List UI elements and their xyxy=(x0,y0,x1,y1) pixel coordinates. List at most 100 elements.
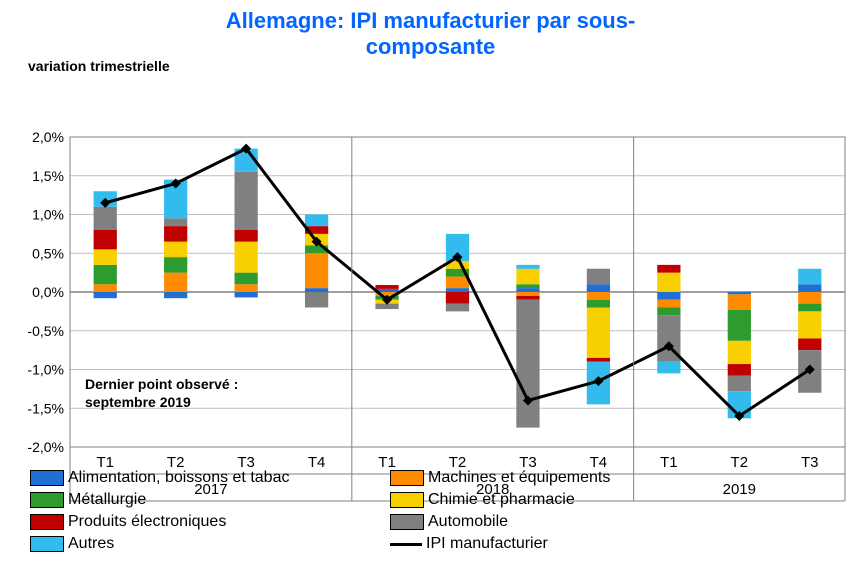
legend-line-swatch xyxy=(390,543,422,546)
y-axis-label: 0,0% xyxy=(32,284,64,300)
bar-segment-electroniques xyxy=(446,292,469,304)
chart-subtitle: variation trimestrielle xyxy=(28,58,170,74)
bar-segment-alimentation xyxy=(587,284,610,292)
bar-segment-chimie xyxy=(657,272,680,291)
bar-segment-chimie xyxy=(94,249,117,265)
bar-segment-machines xyxy=(94,284,117,292)
bar-segment-metallurgie xyxy=(587,300,610,308)
bar-segment-autres xyxy=(516,265,539,269)
legend-label: Métallurgie xyxy=(68,491,146,509)
y-axis-label: 0,5% xyxy=(32,245,64,261)
bar-segment-alimentation xyxy=(728,292,751,294)
bar-segment-autres xyxy=(305,214,328,226)
bar-segment-metallurgie xyxy=(798,303,821,311)
legend-item: Alimentation, boissons et tabac xyxy=(30,467,390,489)
bar-segment-electroniques xyxy=(375,285,398,289)
bar-segment-electroniques xyxy=(798,338,821,350)
bar-segment-electroniques xyxy=(164,226,187,242)
legend-item: Chimie et pharmacie xyxy=(390,489,750,511)
bar-segment-chimie xyxy=(164,241,187,257)
bar-segment-automobile xyxy=(235,172,258,230)
bar-segment-chimie xyxy=(728,341,751,364)
bar-segment-chimie xyxy=(798,311,821,338)
y-axis-label: -1,0% xyxy=(27,361,64,377)
legend-item: Autres xyxy=(30,533,390,555)
bar-segment-machines xyxy=(657,300,680,308)
legend-swatch xyxy=(390,470,424,486)
bar-segment-electroniques xyxy=(587,358,610,362)
bar-segment-machines xyxy=(446,276,469,288)
bar-segment-metallurgie xyxy=(516,284,539,288)
bar-segment-machines xyxy=(587,292,610,300)
legend-label: Automobile xyxy=(428,513,508,531)
legend-item: Machines et équipements xyxy=(390,467,750,489)
y-axis-label: -1,5% xyxy=(27,400,64,416)
chart-title: Allemagne: IPI manufacturier par sous- c… xyxy=(0,0,861,61)
bar-segment-automobile xyxy=(587,269,610,285)
bar-segment-automobile xyxy=(164,218,187,226)
bar-segment-machines xyxy=(305,253,328,288)
bar-segment-metallurgie xyxy=(164,257,187,273)
title-line-2: composante xyxy=(366,34,496,59)
y-axis-label: -2,0% xyxy=(27,439,64,455)
bar-segment-chimie xyxy=(516,269,539,285)
legend-swatch xyxy=(30,536,64,552)
chart-root: Allemagne: IPI manufacturier par sous- c… xyxy=(0,0,861,561)
bar-segment-alimentation xyxy=(446,288,469,292)
bar-segment-machines xyxy=(164,272,187,291)
legend-label: Chimie et pharmacie xyxy=(428,491,575,509)
annotation-line-1: Dernier point observé : xyxy=(85,376,238,392)
bar-segment-electroniques xyxy=(728,364,751,376)
legend-label: Alimentation, boissons et tabac xyxy=(68,469,289,487)
bar-segment-chimie xyxy=(235,241,258,272)
y-axis-label: -0,5% xyxy=(27,323,64,339)
y-axis-label: 1,5% xyxy=(32,168,64,184)
legend-item: Produits électroniques xyxy=(30,511,390,533)
legend-swatch xyxy=(30,514,64,530)
bar-segment-alimentation xyxy=(235,292,258,297)
bar-segment-autres xyxy=(657,362,680,374)
bar-segment-alimentation xyxy=(516,288,539,292)
y-axis-label: 2,0% xyxy=(32,129,64,145)
bar-segment-alimentation xyxy=(305,288,328,292)
bar-segment-autres xyxy=(798,269,821,285)
bar-segment-electroniques xyxy=(657,265,680,273)
bar-segment-automobile xyxy=(94,207,117,230)
title-line-1: Allemagne: IPI manufacturier par sous- xyxy=(226,8,636,33)
legend: Alimentation, boissons et tabac Machines … xyxy=(30,467,830,555)
legend-label: Autres xyxy=(68,535,114,553)
bar-segment-electroniques xyxy=(94,230,117,249)
bar-segment-electroniques xyxy=(235,230,258,242)
bar-segment-metallurgie xyxy=(235,272,258,284)
bar-segment-automobile xyxy=(516,300,539,428)
bar-segment-metallurgie xyxy=(728,310,751,341)
legend-label: IPI manufacturier xyxy=(426,535,548,553)
legend-label: Produits électroniques xyxy=(68,513,226,531)
bar-segment-automobile xyxy=(446,303,469,311)
legend-swatch xyxy=(390,492,424,508)
bar-segment-metallurgie xyxy=(94,265,117,284)
y-axis-label: 1,0% xyxy=(32,206,64,222)
annotation-line-2: septembre 2019 xyxy=(85,394,191,410)
bar-segment-machines xyxy=(235,284,258,292)
bar-segment-machines xyxy=(728,294,751,310)
bar-segment-alimentation xyxy=(94,292,117,298)
bar-segment-alimentation xyxy=(798,284,821,292)
bar-segment-metallurgie xyxy=(657,307,680,315)
bar-segment-machines xyxy=(516,292,539,296)
chart-svg: -2,0% -1,5% -1,0% -0,5% 0,0% 0,5% 1,0% 1,5% 2,0%… xyxy=(0,61,861,531)
legend-swatch xyxy=(390,514,424,530)
bar-segment-alimentation xyxy=(657,292,680,300)
bar-segment-chimie xyxy=(587,307,610,357)
bar-segment-machines xyxy=(798,292,821,304)
legend-label: Machines et équipements xyxy=(428,469,610,487)
bar-segment-automobile xyxy=(305,292,328,308)
bar-segment-automobile xyxy=(728,375,751,391)
legend-item-line: IPI manufacturier xyxy=(390,533,750,555)
legend-swatch xyxy=(30,492,64,508)
legend-item: Métallurgie xyxy=(30,489,390,511)
legend-swatch xyxy=(30,470,64,486)
bar-segment-electroniques xyxy=(516,296,539,300)
legend-item: Automobile xyxy=(390,511,750,533)
bar-segment-alimentation xyxy=(164,292,187,298)
